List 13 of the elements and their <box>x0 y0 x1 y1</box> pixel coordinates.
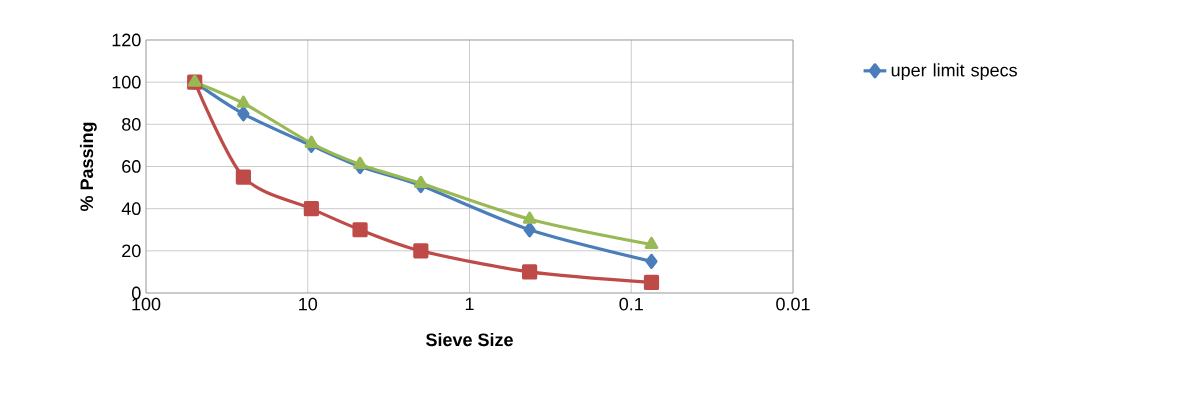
legend-label: uper limit specs <box>891 63 1017 81</box>
x-tick-label: 10 <box>299 297 318 311</box>
y-tick-label: 80 <box>122 117 141 131</box>
y-tick-label: 60 <box>122 160 141 173</box>
y-tick-label: 40 <box>121 202 141 216</box>
y-axis-title: % Passing <box>79 122 97 212</box>
y-tick-label: 20 <box>122 244 141 258</box>
y-tick-label: 100 <box>112 75 141 89</box>
y-tick-label: 120 <box>112 33 141 47</box>
x-tick-label: 0.1 <box>619 297 643 311</box>
x-tick-label: 1 <box>465 297 474 311</box>
x-axis-title: Sieve Size <box>426 332 513 347</box>
x-tick-label: 0.01 <box>776 297 810 311</box>
